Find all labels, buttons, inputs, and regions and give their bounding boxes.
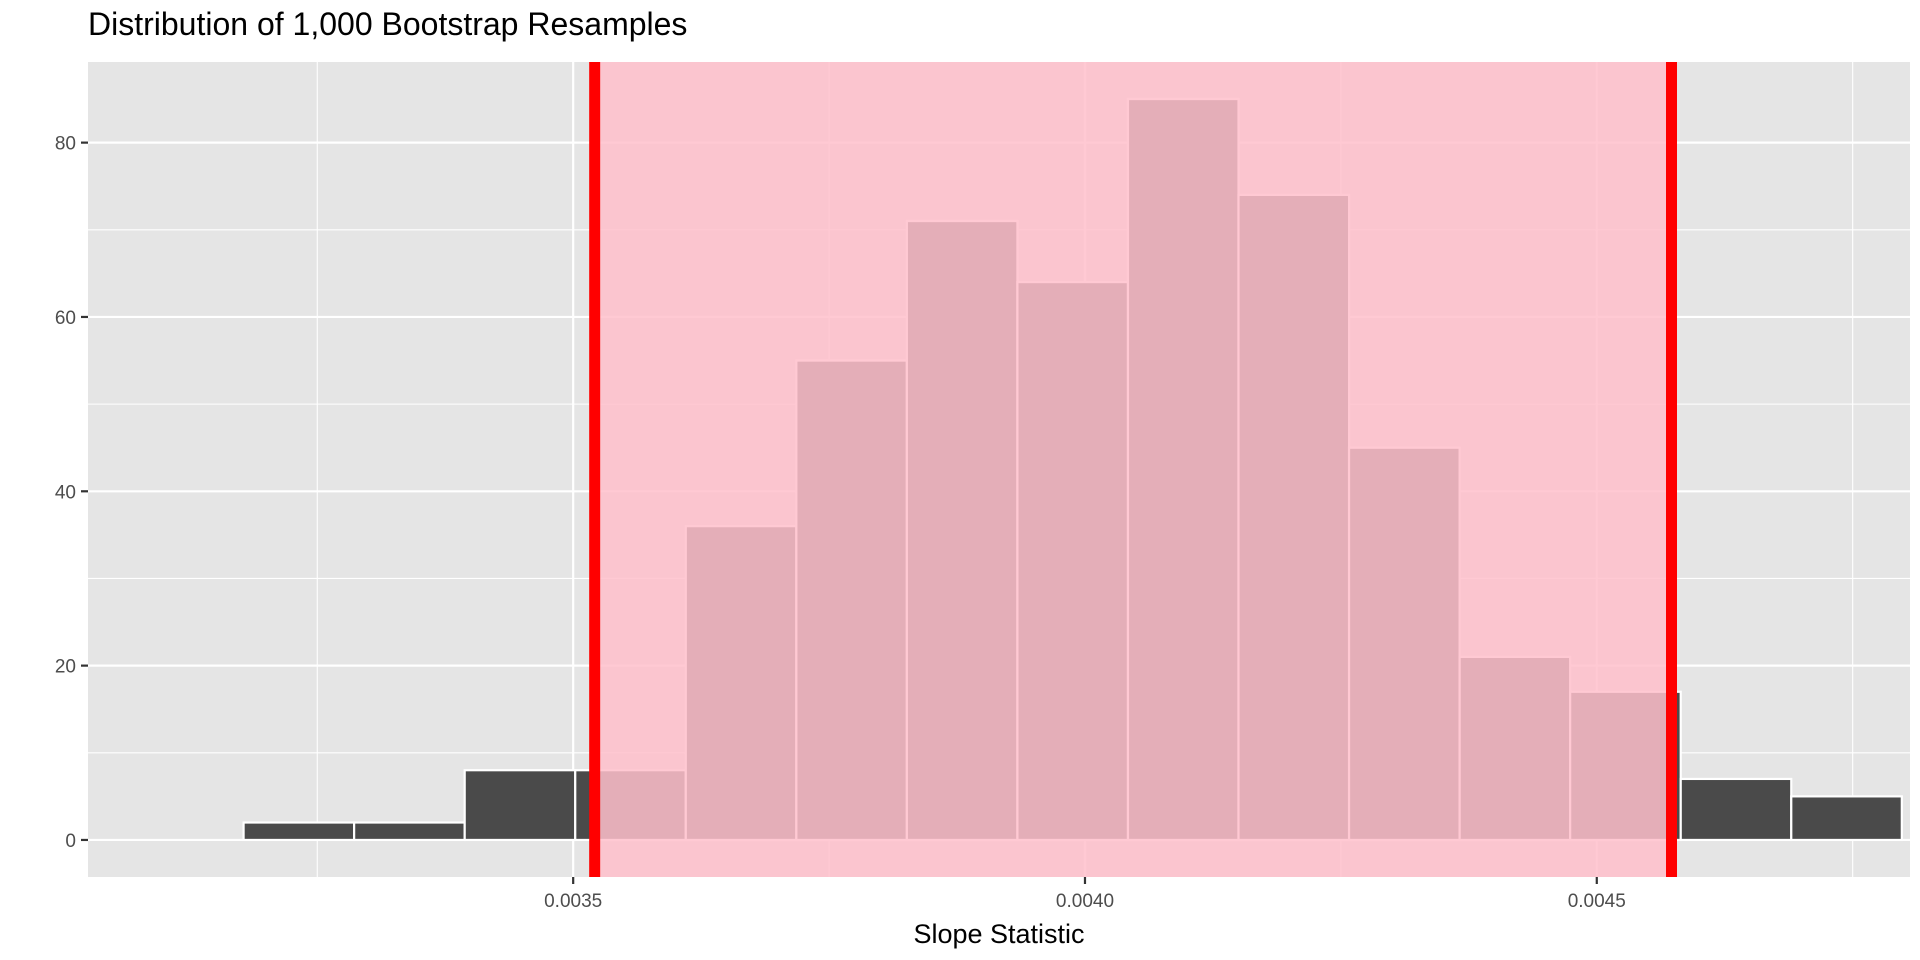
x-tick-label: 0.0040 xyxy=(1056,891,1114,912)
y-tick-label: 20 xyxy=(55,657,76,678)
axes: 0 20 40 60 80 0.0035 0.0040 0.0045 xyxy=(55,134,1626,912)
histogram-bar xyxy=(1790,795,1903,842)
histogram-bar xyxy=(353,821,466,842)
y-tick-label: 80 xyxy=(55,134,76,155)
y-tick-label: 60 xyxy=(55,308,76,329)
confidence-interval xyxy=(589,62,1678,877)
histogram-bar xyxy=(242,821,356,842)
histogram-bar xyxy=(1679,777,1793,842)
histogram-bar xyxy=(463,769,577,842)
y-tick-label: 40 xyxy=(55,482,76,503)
x-tick-label: 0.0035 xyxy=(544,891,602,912)
y-tick-label: 0 xyxy=(65,831,76,852)
ci-shaded-region xyxy=(594,62,1672,877)
x-axis-title: Slope Statistic xyxy=(913,919,1084,949)
x-tick-label: 0.0045 xyxy=(1568,891,1626,912)
chart-title: Distribution of 1,000 Bootstrap Resample… xyxy=(88,6,688,42)
